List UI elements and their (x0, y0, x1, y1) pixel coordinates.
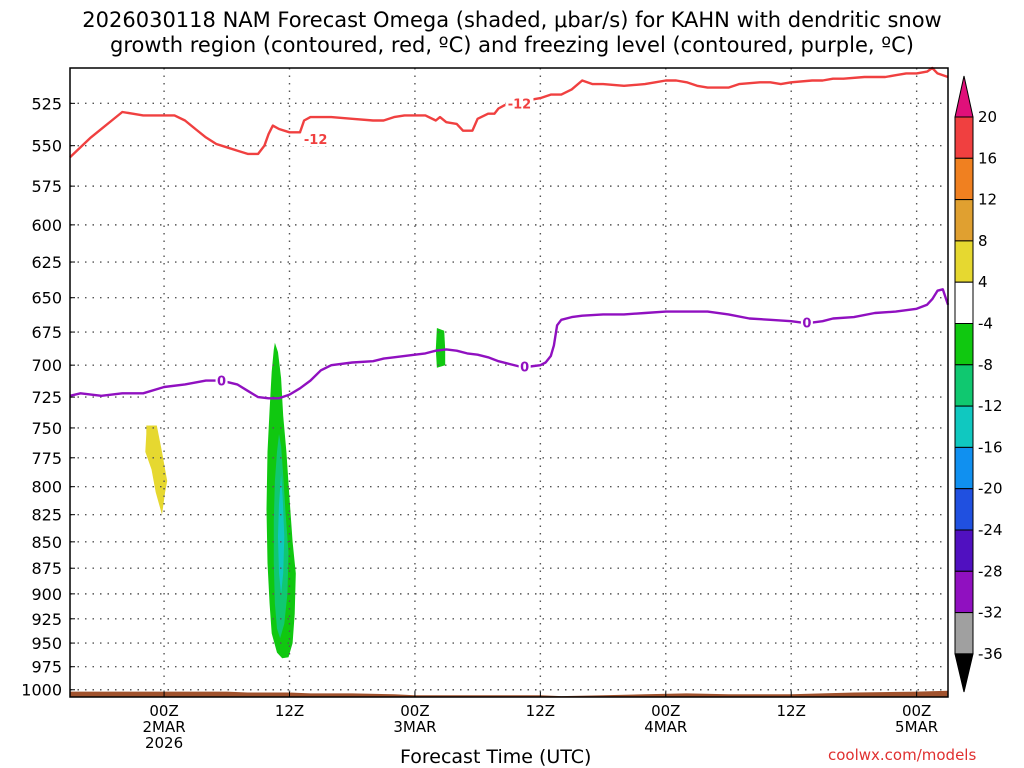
omega-shading (145, 328, 446, 659)
colorbar-band-13 (954, 612, 974, 655)
dendritic-growth-contour (69, 66, 949, 159)
y-tick-label-750: 750 (31, 419, 62, 438)
colorbar-label-5: 4 (978, 273, 988, 291)
chart-title-line-1: 2026030118 NAM Forecast Omega (shaded, μ… (82, 8, 942, 32)
colorbar-label-12: -28 (978, 562, 1003, 580)
colorbar-band-9 (954, 446, 974, 490)
colorbar-below-min (954, 653, 974, 693)
x-axis-title: Forecast Time (UTC) (400, 746, 592, 768)
colorbar-label-13: -32 (978, 604, 1003, 622)
colorbar-band-10 (954, 488, 974, 531)
colorbar-label-14: -36 (978, 645, 1003, 663)
colorbar-band-1 (954, 116, 974, 159)
freezing-level-contour-label-bg-2 (518, 358, 531, 374)
y-tick-label-675: 675 (31, 323, 62, 342)
chart-title-line-2: growth region (contoured, red, ºC) and f… (110, 33, 914, 57)
y-tick-label-575: 575 (31, 177, 62, 196)
freezing-level-contour-label-bg-1 (215, 372, 228, 388)
colorbar-label-11: -24 (978, 521, 1003, 539)
x-tick-label-6-2: 2MAR (142, 718, 185, 736)
colorbar-band-3 (954, 199, 974, 242)
colorbar-band-7 (954, 364, 974, 407)
colorbar-label-4: 8 (978, 232, 988, 250)
x-tick-label-54-1: 00Z (651, 702, 680, 720)
y-tick-label-625: 625 (31, 253, 62, 272)
colorbar-label-2: 16 (978, 149, 997, 167)
x-tick-label-6-3: 2026 (145, 734, 183, 752)
y-tick-label-1000: 1000 (21, 681, 62, 700)
axes: 525 550 575 600 625 650 675 700 725 750 775 800 825 8… (21, 67, 949, 752)
y-tick-label-875: 875 (31, 559, 62, 578)
omega-region-1 (145, 425, 168, 515)
colorbar-band-11 (954, 529, 974, 572)
y-tick-label-850: 850 (31, 533, 62, 552)
x-tick-label-78-1: 00Z (902, 702, 931, 720)
colorbar-band-2 (954, 157, 974, 201)
colorbar-label-3: 12 (978, 191, 997, 209)
dendritic-growth-contour-label-1: -12 (304, 133, 328, 148)
colorbar-band-6 (954, 323, 974, 366)
y-tick-label-900: 900 (31, 585, 62, 604)
y-tick-label-600: 600 (31, 216, 62, 235)
colorbar-band-4 (954, 240, 974, 283)
colorbar-above-max (954, 75, 974, 118)
colorbar-label-9: -16 (978, 438, 1003, 456)
y-tick-label-800: 800 (31, 478, 62, 497)
x-tick-label-42-1: 12Z (526, 702, 555, 720)
x-tick-label-66-1: 12Z (777, 702, 806, 720)
y-tick-label-700: 700 (31, 356, 62, 375)
colorbar-band-5 (954, 281, 974, 325)
y-tick-label-775: 775 (31, 449, 62, 468)
y-tick-label-550: 550 (31, 137, 62, 156)
y-tick-label-950: 950 (31, 634, 62, 653)
y-tick-label-825: 825 (31, 506, 62, 525)
colorbar-band-12 (954, 570, 974, 614)
y-tick-label-725: 725 (31, 388, 62, 407)
colorbar-band-8 (954, 405, 974, 448)
colorbar: 20 16 12 8 4 -4 -8 -12 -16 -20 -24 -28 -32 -36 (954, 75, 1003, 693)
credit-link[interactable]: coolwx.com/models (828, 746, 977, 764)
colorbar-label-8: -12 (978, 397, 1003, 415)
plot-frame (69, 67, 949, 698)
dendritic-growth-contour-label-2: -12 (508, 97, 532, 112)
colorbar-label-7: -8 (978, 356, 993, 374)
dendritic-growth-contour-label-bg-1 (301, 131, 330, 147)
x-tick-label-30-2: 3MAR (393, 718, 436, 736)
omega-region-5 (435, 328, 446, 368)
dendritic-growth-contour-label-bg-2 (505, 95, 534, 111)
x-tick-label-78-2: 5MAR (895, 718, 938, 736)
colorbar-label-6: -4 (978, 315, 993, 333)
freezing-level-contour-label-1: 0 (217, 375, 226, 390)
x-tick-label-6-1: 00Z (149, 702, 178, 720)
x-tick-label-18-1: 12Z (275, 702, 304, 720)
x-tick-label-54-2: 4MAR (644, 718, 687, 736)
freezing-level-contour-label-3: 0 (802, 317, 811, 332)
colorbar-label-1: 20 (978, 108, 997, 126)
omega-region-4 (278, 475, 285, 594)
y-tick-label-525: 525 (31, 94, 62, 113)
y-tick-label-975: 975 (31, 658, 62, 677)
y-tick-label-650: 650 (31, 289, 62, 308)
contour-lines: -12 -12 0 0 0 (69, 66, 950, 400)
freezing-level-contour-label-2: 0 (520, 360, 529, 375)
x-tick-label-30-1: 00Z (400, 702, 429, 720)
colorbar-label-10: -20 (978, 480, 1003, 498)
freezing-level-contour-label-bg-3 (800, 314, 813, 330)
y-tick-label-925: 925 (31, 610, 62, 629)
